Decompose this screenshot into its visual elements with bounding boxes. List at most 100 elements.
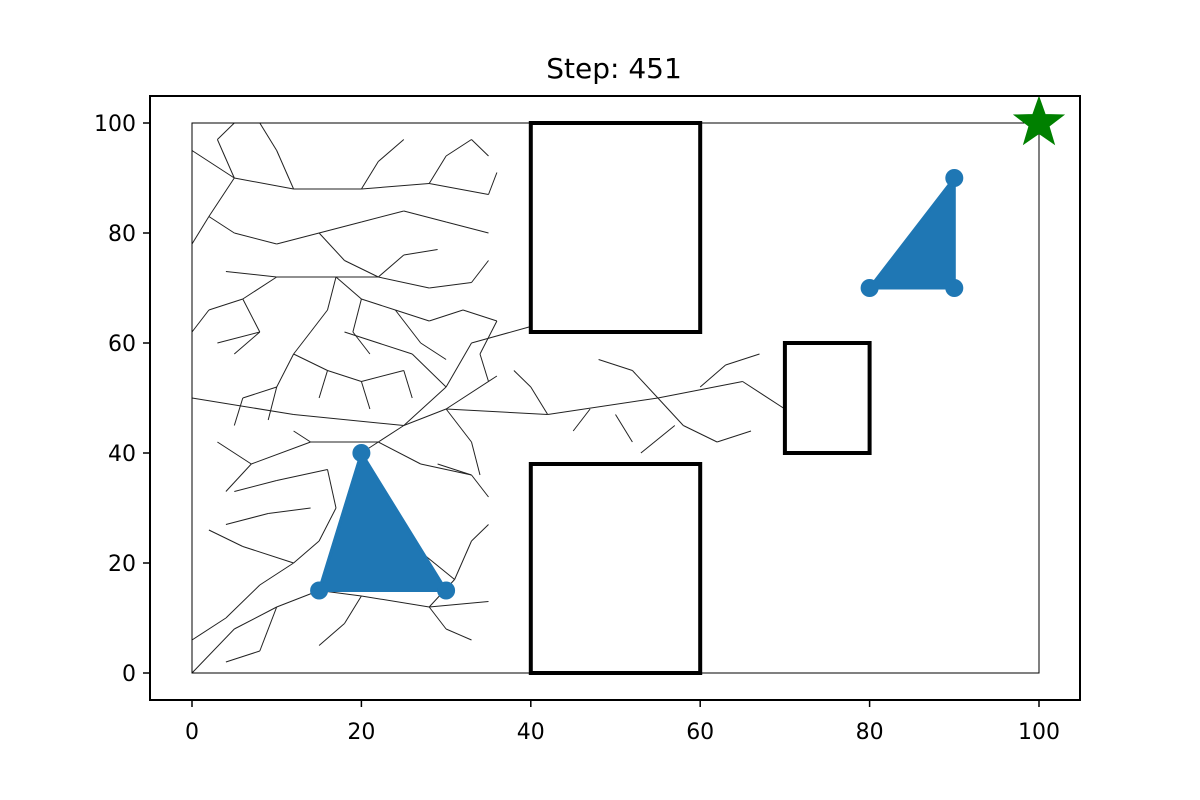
tree-edge	[640, 425, 676, 454]
tree-edge	[344, 331, 413, 355]
y-tick-label: 40	[108, 442, 136, 467]
tree-edge	[242, 276, 277, 300]
tree-edge	[445, 408, 472, 443]
tree-edge	[403, 249, 438, 256]
tree-edge	[191, 628, 235, 674]
tree-edge	[378, 441, 421, 465]
tree-edge	[403, 210, 447, 223]
tree-edge	[683, 425, 718, 443]
tree-edge	[699, 364, 726, 388]
tree-edge	[191, 309, 210, 333]
tree-edge	[191, 150, 235, 179]
tree-edge	[335, 276, 362, 300]
tree-edge	[208, 216, 235, 234]
start-triangle-vertex	[310, 581, 329, 600]
obstacle	[528, 121, 703, 334]
axes-frame	[149, 95, 1081, 701]
tree-edge	[225, 650, 260, 663]
tree-edge	[403, 408, 447, 426]
x-tick-label: 100	[1018, 720, 1060, 745]
tree-edge	[471, 260, 489, 283]
tree-edge	[471, 139, 489, 157]
rrt-tree	[191, 122, 786, 674]
goal-star-marker	[1012, 95, 1066, 146]
goal-triangle-vertex	[945, 279, 964, 297]
y-ticks: 0 20 40 60 80 100	[94, 112, 150, 687]
tree-edge	[446, 408, 548, 415]
tree-edge	[530, 386, 549, 415]
tree-edge	[471, 441, 481, 476]
tree-edge	[428, 606, 447, 630]
tree-edge	[471, 524, 489, 542]
tree-edge	[395, 309, 430, 322]
obstacles-layer	[528, 121, 872, 675]
tree-edge	[208, 177, 235, 217]
chart-title: Step: 451	[546, 52, 682, 85]
tree-edge	[293, 540, 320, 564]
tree-edge	[318, 221, 362, 234]
x-tick-label: 20	[347, 720, 375, 745]
tree-edge	[327, 370, 362, 382]
tree-edge	[479, 353, 489, 382]
tree-edge	[378, 425, 405, 443]
tree-edge	[657, 397, 684, 426]
tree-edge	[488, 172, 498, 195]
tree-edge	[377, 139, 405, 162]
tree-edge	[377, 254, 405, 278]
tree-edge	[742, 381, 786, 410]
tree-edge	[216, 139, 235, 179]
tree-edge	[276, 469, 328, 481]
tree-edge	[234, 177, 294, 190]
tree-edge	[360, 381, 371, 410]
tree-edge	[437, 463, 472, 476]
tree-edge	[293, 430, 311, 443]
tree-edge	[259, 606, 278, 652]
tree-edge	[225, 513, 269, 525]
goal-triangle-vertex	[860, 279, 879, 297]
tree-edge	[293, 353, 328, 371]
y-tick-label: 60	[108, 332, 136, 357]
tree-edge	[657, 381, 743, 399]
tree-edge	[268, 507, 311, 514]
tree-edge	[318, 232, 345, 261]
tree-edge	[259, 122, 278, 151]
y-tick-label: 20	[108, 552, 136, 577]
tree-edge	[572, 408, 591, 432]
tree-edge	[208, 529, 244, 547]
tree-edge	[276, 150, 295, 190]
tree-edge	[234, 480, 277, 492]
tree-edge	[191, 216, 210, 245]
tree-edge	[318, 370, 328, 399]
tree-edge	[428, 155, 447, 184]
tree-edge	[217, 441, 252, 465]
tree-edge	[191, 617, 227, 641]
tree-edge	[725, 353, 760, 366]
tree-edge	[318, 623, 345, 646]
x-tick-label: 0	[185, 720, 199, 745]
tree-edge	[361, 183, 430, 190]
markers-layer	[1012, 95, 1066, 146]
x-tick-label: 80	[856, 720, 884, 745]
y-tick-label: 80	[108, 222, 136, 247]
tree-edge	[225, 271, 277, 278]
tree-edge	[327, 276, 337, 311]
goal-triangle-vertex	[945, 169, 964, 187]
tree-edge	[344, 260, 379, 278]
tree-edge	[445, 342, 472, 388]
tree-edge	[242, 386, 277, 399]
tree-edge	[479, 320, 498, 355]
tree-edge	[225, 584, 261, 619]
start-triangle-vertex	[437, 581, 456, 600]
tree-edge	[462, 309, 498, 322]
tree-edge	[276, 353, 295, 388]
tree-edge	[361, 210, 404, 223]
tree-edge	[716, 430, 752, 443]
tree-edge	[361, 595, 430, 608]
tree-edge	[445, 221, 489, 234]
tree-edge	[352, 298, 362, 333]
tree-edge	[360, 161, 379, 190]
goal-triangle	[866, 173, 956, 290]
tree-edge	[378, 276, 430, 289]
tree-edge	[242, 298, 261, 333]
start-triangle	[317, 449, 449, 592]
